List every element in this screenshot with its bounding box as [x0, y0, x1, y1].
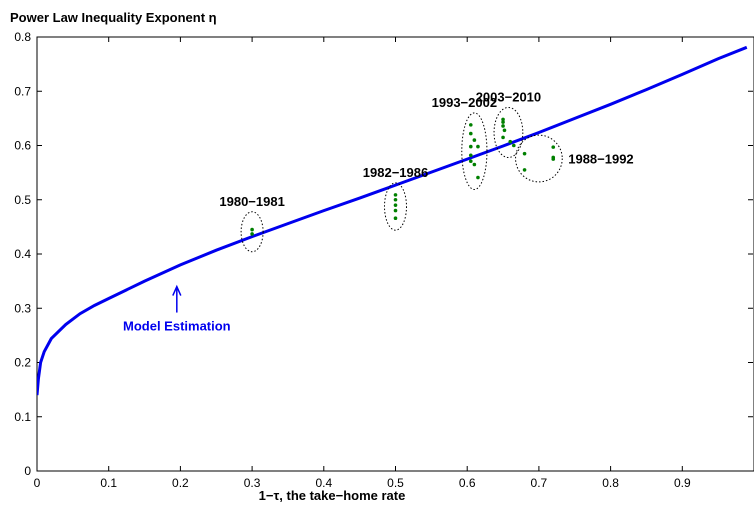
data-point: [512, 143, 516, 148]
data-point: [476, 175, 480, 180]
data-point: [468, 144, 473, 149]
y-tick-label: 0.2: [14, 356, 31, 370]
y-tick-label: 0: [24, 464, 31, 478]
period-circle: [384, 182, 407, 231]
data-point: [468, 123, 473, 127]
data-point: [393, 216, 398, 220]
y-tick-label: 0.1: [14, 410, 31, 424]
data-points: [250, 117, 556, 236]
period-circle: [240, 211, 264, 253]
y-tick-label: 0.5: [14, 193, 31, 207]
model-curve-layer: [37, 45, 748, 396]
model-annotation: Model Estimation: [123, 284, 231, 334]
data-point: [472, 138, 477, 142]
data-point: [393, 203, 398, 207]
period-label: 1988−1992: [568, 152, 633, 167]
annotation-arrow-head: [172, 284, 182, 296]
x-tick-label: 0: [34, 476, 41, 490]
x-tick-label: 0.2: [172, 476, 189, 490]
period-label: 1980−1981: [219, 194, 284, 209]
data-point: [522, 151, 527, 156]
chart-title: Power Law Inequality Exponent η: [10, 10, 217, 25]
x-tick-label: 0.7: [531, 476, 548, 490]
period-circles: [240, 106, 563, 253]
data-point: [522, 168, 527, 172]
period-circle: [493, 106, 524, 158]
x-tick-label: 0.6: [459, 476, 476, 490]
y-tick-label: 0.3: [14, 301, 31, 315]
x-tick-label: 0.4: [315, 476, 332, 490]
model-estimation-line: [37, 45, 748, 396]
data-point: [501, 135, 505, 140]
plot-area: [36, 36, 754, 472]
period-circle: [515, 134, 563, 183]
y-tick-label: 0.7: [14, 84, 31, 98]
x-tick-label: 0.3: [244, 476, 261, 490]
data-point: [501, 124, 505, 128]
period-label: 1993−2002: [432, 95, 497, 110]
data-point: [393, 197, 398, 202]
y-tick-label: 0.4: [14, 247, 31, 261]
x-tick-label: 0.1: [100, 476, 117, 490]
x-axis-label: 1−τ, the take−home rate: [259, 488, 406, 503]
data-point: [472, 162, 477, 167]
data-point: [468, 131, 473, 136]
data-point: [502, 128, 507, 133]
data-point: [551, 157, 556, 161]
data-point: [250, 232, 254, 236]
data-point: [476, 144, 480, 149]
model-estimation-label: Model Estimation: [123, 319, 231, 334]
data-point: [393, 208, 398, 213]
y-axis-ticks: 0 0.1 0.2 0.3 0.4 0.5 0.6 0.7 0.8: [14, 30, 753, 478]
data-point: [501, 120, 505, 124]
x-tick-label: 0.5: [387, 476, 404, 490]
x-axis-ticks: 0 0.1 0.2 0.3 0.4 0.5 0.6 0.7 0.8 0.9: [34, 37, 691, 490]
data-point: [551, 145, 556, 149]
x-tick-label: 0.9: [674, 476, 691, 490]
y-tick-label: 0.6: [14, 139, 31, 153]
period-label: 2003−2010: [476, 89, 541, 104]
x-tick-label: 0.8: [602, 476, 619, 490]
period-label: 1982−1986: [363, 165, 428, 180]
data-point: [250, 227, 254, 232]
period-circle: [461, 112, 488, 191]
data-point: [468, 159, 473, 164]
data-point: [468, 153, 473, 158]
y-tick-label: 0.8: [14, 30, 31, 44]
data-point: [508, 139, 513, 144]
data-point: [393, 193, 398, 197]
data-point: [501, 117, 505, 122]
